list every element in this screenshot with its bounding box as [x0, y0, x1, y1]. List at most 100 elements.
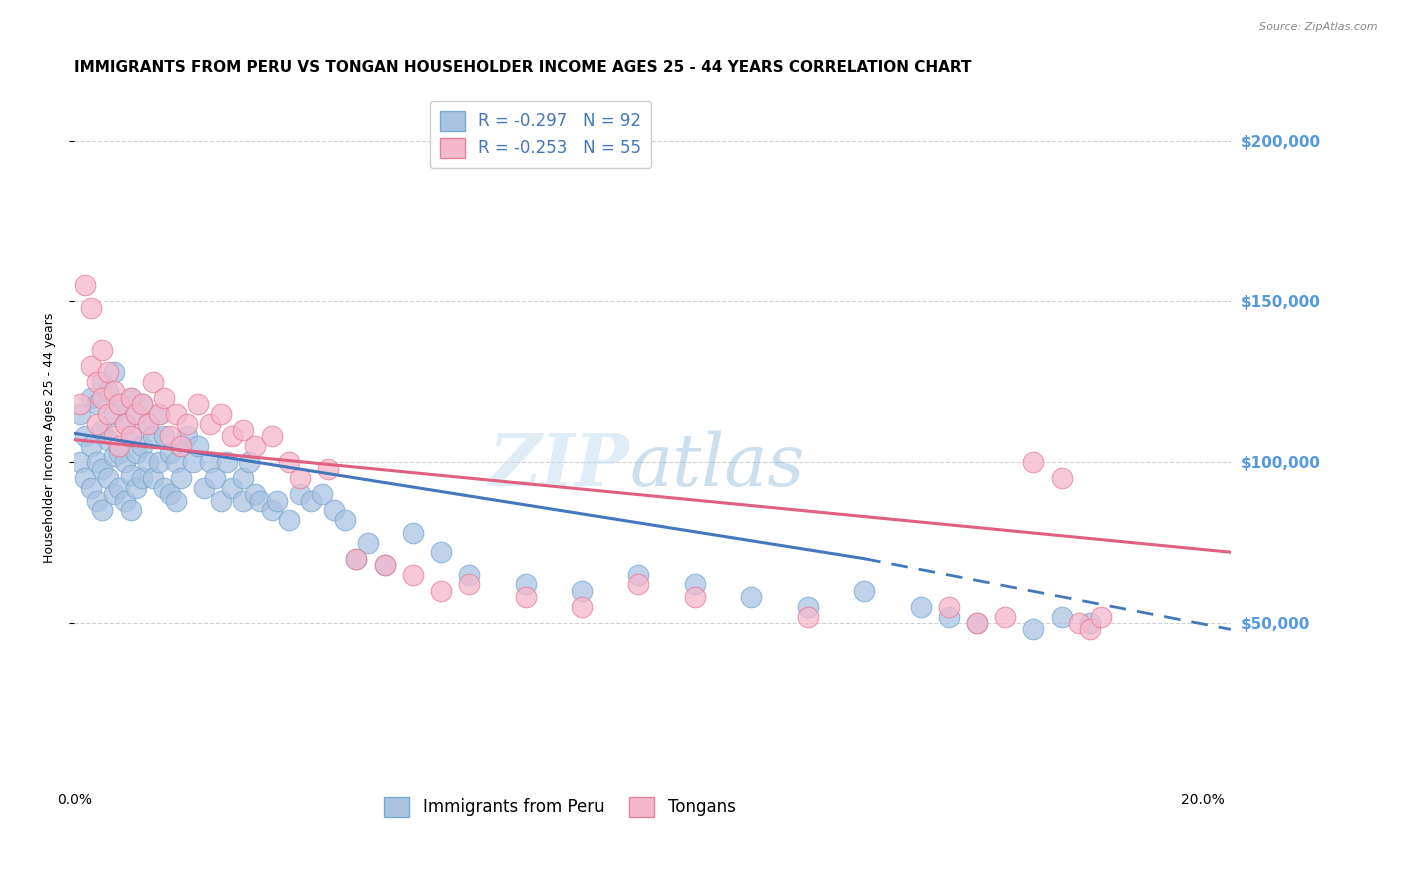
Point — [1050, 471, 1073, 485]
Point — [1022, 455, 1045, 469]
Point — [198, 455, 221, 469]
Point — [571, 583, 593, 598]
Point — [136, 417, 159, 431]
Point — [80, 391, 103, 405]
Point — [69, 407, 91, 421]
Point — [108, 481, 131, 495]
Point — [260, 503, 283, 517]
Point — [103, 407, 125, 421]
Point — [938, 599, 960, 614]
Point — [243, 487, 266, 501]
Point — [114, 455, 136, 469]
Point — [176, 429, 198, 443]
Point — [1067, 615, 1090, 630]
Point — [131, 397, 153, 411]
Point — [249, 493, 271, 508]
Point — [966, 615, 988, 630]
Point — [120, 429, 142, 443]
Point — [69, 455, 91, 469]
Point — [136, 417, 159, 431]
Point — [740, 591, 762, 605]
Point — [131, 439, 153, 453]
Point — [103, 487, 125, 501]
Text: atlas: atlas — [630, 431, 804, 501]
Point — [97, 407, 120, 421]
Point — [198, 417, 221, 431]
Point — [91, 391, 114, 405]
Point — [232, 471, 254, 485]
Point — [159, 429, 181, 443]
Point — [120, 503, 142, 517]
Point — [571, 599, 593, 614]
Point — [1078, 623, 1101, 637]
Point — [232, 423, 254, 437]
Point — [86, 397, 108, 411]
Point — [458, 577, 481, 591]
Point — [108, 439, 131, 453]
Point — [125, 407, 148, 421]
Point — [170, 471, 193, 485]
Text: Source: ZipAtlas.com: Source: ZipAtlas.com — [1260, 22, 1378, 32]
Point — [97, 365, 120, 379]
Point — [75, 278, 97, 293]
Point — [215, 455, 238, 469]
Point — [627, 577, 650, 591]
Point — [91, 423, 114, 437]
Point — [515, 577, 537, 591]
Point — [316, 461, 339, 475]
Point — [1090, 609, 1112, 624]
Point — [165, 455, 187, 469]
Point — [120, 391, 142, 405]
Point — [221, 429, 243, 443]
Point — [356, 535, 378, 549]
Point — [108, 397, 131, 411]
Y-axis label: Householder Income Ages 25 - 44 years: Householder Income Ages 25 - 44 years — [44, 313, 56, 563]
Point — [136, 455, 159, 469]
Legend: Immigrants from Peru, Tongans: Immigrants from Peru, Tongans — [378, 790, 742, 824]
Point — [120, 429, 142, 443]
Point — [322, 503, 344, 517]
Point — [75, 471, 97, 485]
Point — [209, 407, 232, 421]
Point — [159, 487, 181, 501]
Point — [103, 429, 125, 443]
Point — [120, 391, 142, 405]
Point — [277, 513, 299, 527]
Point — [1078, 615, 1101, 630]
Point — [148, 455, 170, 469]
Point — [238, 455, 260, 469]
Point — [187, 439, 209, 453]
Point — [103, 449, 125, 463]
Point — [266, 493, 288, 508]
Point — [86, 493, 108, 508]
Text: ZIP: ZIP — [488, 430, 630, 501]
Point — [142, 471, 165, 485]
Point — [159, 445, 181, 459]
Point — [209, 493, 232, 508]
Point — [181, 455, 204, 469]
Point — [1022, 623, 1045, 637]
Point — [125, 445, 148, 459]
Point — [103, 365, 125, 379]
Point — [91, 461, 114, 475]
Point — [86, 417, 108, 431]
Point — [221, 481, 243, 495]
Point — [204, 471, 226, 485]
Point — [311, 487, 333, 501]
Point — [193, 481, 215, 495]
Point — [108, 397, 131, 411]
Point — [458, 567, 481, 582]
Point — [80, 481, 103, 495]
Point — [170, 439, 193, 453]
Point — [103, 384, 125, 399]
Point — [148, 407, 170, 421]
Point — [125, 407, 148, 421]
Point — [994, 609, 1017, 624]
Point — [86, 455, 108, 469]
Point — [153, 429, 176, 443]
Point — [232, 493, 254, 508]
Point — [131, 471, 153, 485]
Point — [125, 481, 148, 495]
Point — [299, 493, 322, 508]
Point — [373, 558, 395, 573]
